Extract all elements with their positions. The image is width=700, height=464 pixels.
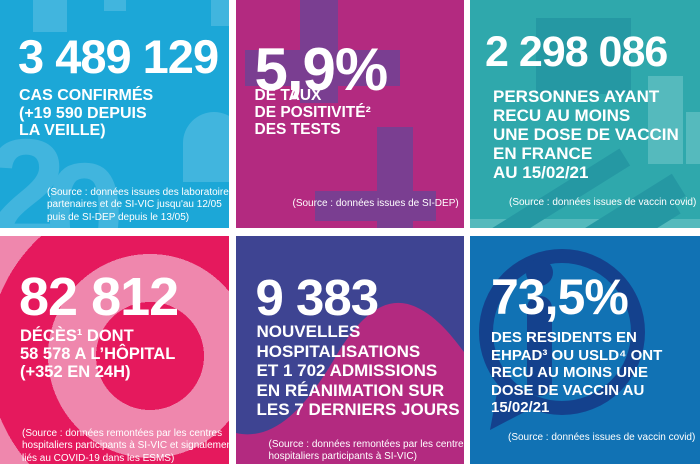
stat-label-line: DES TESTS — [254, 121, 341, 138]
teal-block-decoration — [648, 76, 683, 164]
info-dot-icon — [526, 259, 553, 286]
source-note-line: partenaires et de SI-VIC jusqu'au 12/05 — [47, 199, 222, 211]
stat-label-line: EN RÉANIMATION SUR — [256, 380, 445, 400]
stat-label: PERSONNES AYANT RECU AU MOINS UNE DOSE D… — [493, 87, 679, 182]
source-note-line: (Source : données issues des laboratoire… — [47, 187, 229, 198]
teal-block-decoration — [536, 18, 631, 94]
source-note: (Source : données issues des laboratoire… — [47, 187, 229, 224]
source-note-line: (Source : données issues de vaccin covid… — [509, 197, 697, 208]
stat-label: DÉCÈS¹ DONT 58 578 A L’HÔPITAL (+352 EN … — [20, 327, 175, 381]
stat-label: DE TAUX DE POSITIVITÉ² DES TESTS — [255, 87, 371, 138]
source-note: (Source : données remontées par les cent… — [269, 439, 464, 464]
source-note-line: (Source : données remontées par les cent… — [268, 439, 464, 450]
source-note-line: puis de SI-DEP depuis le 13/05) — [47, 211, 190, 223]
stat-label-line: HOSPITALISATIONS — [256, 341, 421, 361]
stat-label-line: LES 7 DERNIERS JOURS — [256, 400, 460, 419]
decor-digit-2: 2 — [0, 109, 67, 229]
stat-label-line: PERSONNES AYANT — [493, 87, 660, 106]
tile-positivity-rate: 5,9% DE TAUX DE POSITIVITÉ² DES TESTS (S… — [235, 0, 464, 228]
stat-label-line: DÉCÈS¹ DONT — [20, 327, 134, 345]
stat-value: 73,5% — [491, 269, 629, 325]
stat-value: 3 489 129 — [18, 30, 219, 83]
source-note: (Source : données issues de SI-DEP) — [293, 198, 459, 210]
plus-cross-decoration — [244, 50, 400, 86]
stat-label: DES RESIDENTS EN EHPAD³ OU USLD⁴ ONT REC… — [491, 329, 662, 417]
stat-label: CAS CONFIRMÉS (+19 590 DEPUIS LA VEILLE) — [19, 87, 153, 140]
source-note-line: (Source : données remontées par les cent… — [22, 428, 223, 439]
stat-label-line: DE POSITIVITÉ² — [254, 104, 371, 121]
stat-label-line: 15/02/21 — [491, 399, 550, 416]
tile-confirmed-cases: 2 0 3 489 129 CAS CONFIRMÉS (+19 590 DEP… — [0, 0, 229, 228]
stat-label-line: LA VEILLE) — [19, 122, 106, 139]
stat-label-line: AU 15/02/21 — [493, 163, 589, 182]
cyan-block-decoration — [104, 0, 126, 11]
tile-new-hospitalisations: 9 383 NOUVELLES HOSPITALISATIONS ET 1 70… — [235, 236, 464, 464]
stat-value: 5,9% — [254, 36, 389, 103]
stat-label-line: DOSE DE VACCIN AU — [491, 381, 645, 399]
teal-block-decoration — [686, 112, 700, 164]
tile-vaccinated-first-dose: 2 298 086 PERSONNES AYANT RECU AU MOINS … — [470, 0, 700, 228]
stat-label-line: RECU AU MOINS — [493, 106, 631, 125]
wave-decoration — [235, 302, 464, 464]
stat-label-line: UNE DOSE DE VACCIN — [493, 125, 679, 144]
stat-label-line: ET 1 702 ADMISSIONS — [256, 361, 438, 380]
source-note: (Source : données issues de vaccin covid… — [509, 197, 696, 209]
source-note-line: (Source : données issues de SI-DEP) — [292, 198, 459, 209]
stat-label-line: DES RESIDENTS EN — [491, 329, 637, 346]
decor-digit-0: 0 — [44, 133, 125, 229]
stat-value: 9 383 — [255, 269, 380, 326]
cyan-block-decoration — [33, 0, 67, 32]
plus-cross-decoration — [314, 191, 436, 221]
stat-label: NOUVELLES HOSPITALISATIONS ET 1 702 ADMI… — [257, 322, 460, 420]
stat-value: 2 298 086 — [485, 28, 668, 76]
source-note-line: liés au COVID-19 dans les ESMS) — [22, 452, 175, 464]
stat-label-line: EN FRANCE — [493, 144, 593, 163]
stat-label-line: CAS CONFIRMÉS — [19, 87, 154, 104]
stat-value: 82 812 — [19, 267, 179, 327]
source-note: (Source : données remontées par les cent… — [22, 428, 229, 464]
stat-label-line: (+352 EN 24H) — [20, 363, 131, 381]
source-note-line: hospitaliers participants à SI-VIC) — [268, 451, 417, 463]
stat-label-line: RECU AU MOINS UNE — [491, 364, 648, 381]
stat-label-line: NOUVELLES — [256, 322, 361, 341]
cyan-block-decoration — [211, 0, 229, 26]
tile-ehpad-vaccinated: 73,5% DES RESIDENTS EN EHPAD³ OU USLD⁴ O… — [470, 236, 700, 464]
source-note-line: (Source : données issues de vaccin covid… — [508, 432, 696, 443]
source-note-line: hospitaliers participants à SI-VIC et si… — [22, 440, 229, 452]
arch-decoration — [183, 112, 229, 182]
stat-label-line: (+19 590 DEPUIS — [19, 104, 147, 122]
source-note: (Source : données issues de vaccin covid… — [508, 432, 695, 444]
stat-label-line: 58 578 A L’HÔPITAL — [20, 345, 176, 363]
tile-deaths: 82 812 DÉCÈS¹ DONT 58 578 A L’HÔPITAL (+… — [0, 236, 229, 464]
stat-label-line: EHPAD³ OU USLD⁴ ONT — [491, 346, 663, 364]
teal-band-decoration — [470, 219, 700, 228]
stat-label-line: DE TAUX — [254, 87, 322, 104]
info-stem-icon — [527, 296, 552, 396]
